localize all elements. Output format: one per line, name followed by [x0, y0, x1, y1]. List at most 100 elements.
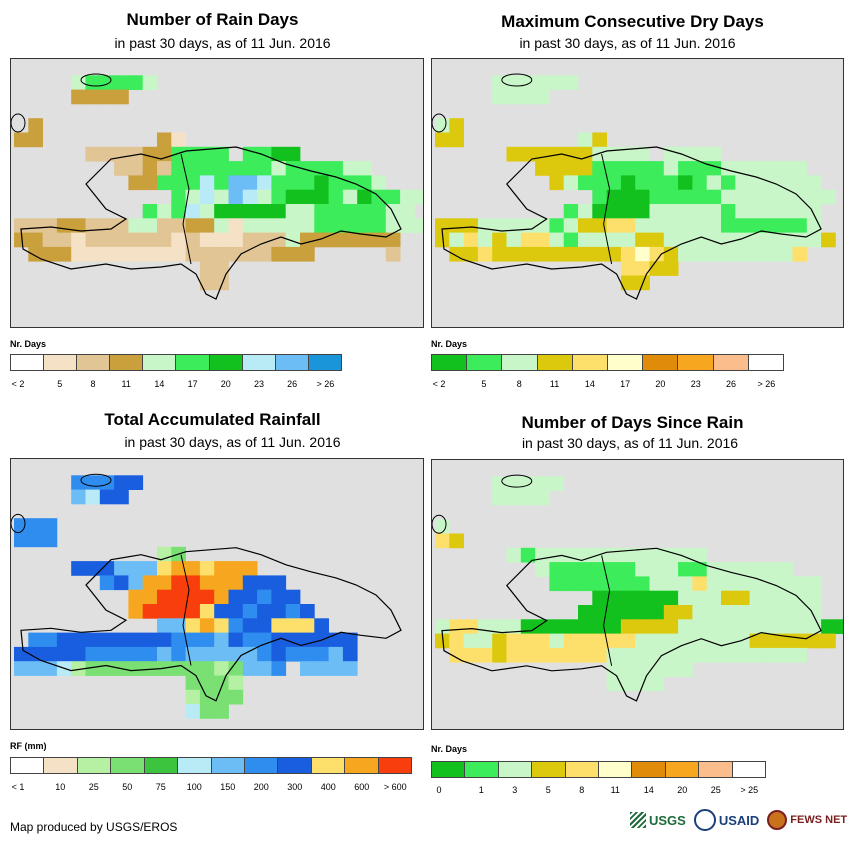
grid-cell	[449, 232, 464, 248]
grid-cell	[171, 575, 186, 591]
grid-cell	[520, 232, 536, 248]
grid-cell	[506, 647, 522, 663]
grid-cell	[71, 75, 86, 90]
grid-cell	[721, 633, 736, 649]
grid-cell	[678, 662, 693, 677]
grid-cell	[706, 204, 722, 219]
grid-cell	[142, 161, 158, 176]
grid-cell	[114, 232, 129, 248]
grid-cell	[692, 647, 708, 663]
grid-cell	[735, 246, 750, 262]
grid-cell	[663, 619, 679, 634]
legend-tick-label: 1	[478, 785, 484, 795]
grid-cell	[71, 246, 86, 262]
grid-cell	[749, 218, 765, 233]
grid-cell	[285, 246, 301, 262]
grid-cell	[157, 646, 172, 662]
grid-cell	[257, 604, 272, 619]
grid-cell	[749, 605, 765, 620]
grid-cell	[721, 562, 736, 577]
grid-cell	[721, 246, 736, 262]
legend-tick-label: 300	[287, 782, 303, 792]
grid-cell	[563, 232, 579, 248]
grid-cell	[735, 633, 750, 649]
grid-cell	[171, 189, 186, 205]
grid-cell	[71, 232, 86, 248]
grid-cell	[635, 161, 650, 176]
grid-cell	[549, 562, 565, 577]
grid-cell	[749, 161, 765, 176]
grid-cell	[535, 232, 550, 248]
legend-swatch	[537, 355, 573, 370]
grid-cell	[506, 218, 522, 233]
grid-cell	[721, 619, 736, 634]
grid-cell	[199, 261, 215, 276]
grid-cell	[506, 146, 522, 162]
grid-cell	[763, 619, 779, 634]
grid-cell	[535, 89, 550, 105]
grid-cell	[620, 647, 636, 663]
grid-cell	[357, 218, 372, 233]
grid-cell	[735, 204, 750, 219]
grid-cell	[328, 175, 344, 191]
grid-cell	[300, 204, 315, 219]
legend-tick-label: > 26	[316, 379, 335, 389]
legend-swatch	[311, 758, 346, 773]
grid-cell	[620, 590, 636, 606]
grid-cell	[592, 590, 607, 606]
grid-cell	[199, 561, 215, 576]
legend-tick-label: 150	[220, 782, 236, 792]
grid-cell	[99, 646, 115, 662]
grid-cell	[242, 175, 258, 191]
grid-cell	[300, 618, 315, 633]
grid-cell	[678, 146, 693, 162]
grid-cell	[763, 605, 779, 620]
grid-cell	[242, 246, 258, 262]
grid-cell	[678, 647, 693, 663]
grid-cell	[763, 218, 779, 233]
grid-cell	[185, 589, 201, 605]
grid-cell	[185, 632, 201, 648]
grid-cell	[142, 632, 158, 648]
grid-cell	[314, 232, 329, 248]
grid-cell	[706, 590, 722, 606]
legend-labels: < 1 10 25 50 75 100 150 200 300 400 600 > 600	[10, 782, 412, 794]
grid-cell	[649, 232, 665, 248]
grid-cell	[821, 189, 836, 205]
legend-swatch	[176, 355, 210, 370]
grid-cell	[257, 618, 272, 633]
grid-cell	[357, 204, 372, 219]
grid-cell	[157, 146, 172, 162]
grid-cell	[663, 146, 679, 162]
grid-cell	[357, 189, 372, 205]
grid-cell	[778, 633, 793, 649]
grid-cell	[606, 605, 622, 620]
legend-tick-label: 5	[545, 785, 551, 795]
grid-cell	[663, 261, 679, 276]
grid-cell	[128, 475, 144, 490]
grid-cell	[606, 662, 622, 677]
grid-cell	[778, 204, 793, 219]
grid-cell	[56, 646, 72, 662]
grid-cell	[520, 218, 536, 233]
legend-swatch	[211, 758, 245, 773]
legend-swatch	[748, 355, 784, 370]
grid-cell	[257, 204, 272, 219]
grid-cell	[763, 562, 779, 577]
grid-cell	[142, 146, 158, 162]
grid-cell	[171, 146, 186, 162]
grid-cell	[357, 161, 372, 176]
grid-cell	[778, 232, 793, 248]
grid-cell	[506, 619, 522, 634]
grid-cell	[721, 590, 736, 606]
grid-cell	[342, 646, 358, 662]
grid-cell	[214, 646, 229, 662]
grid-cell	[649, 605, 665, 620]
grid-cell	[735, 189, 750, 205]
grid-cell	[85, 632, 101, 648]
grid-cell	[663, 547, 679, 563]
grid-cell	[492, 218, 507, 233]
grid-cell	[649, 246, 665, 262]
grid-cell	[257, 246, 272, 262]
grid-cell	[721, 232, 736, 248]
